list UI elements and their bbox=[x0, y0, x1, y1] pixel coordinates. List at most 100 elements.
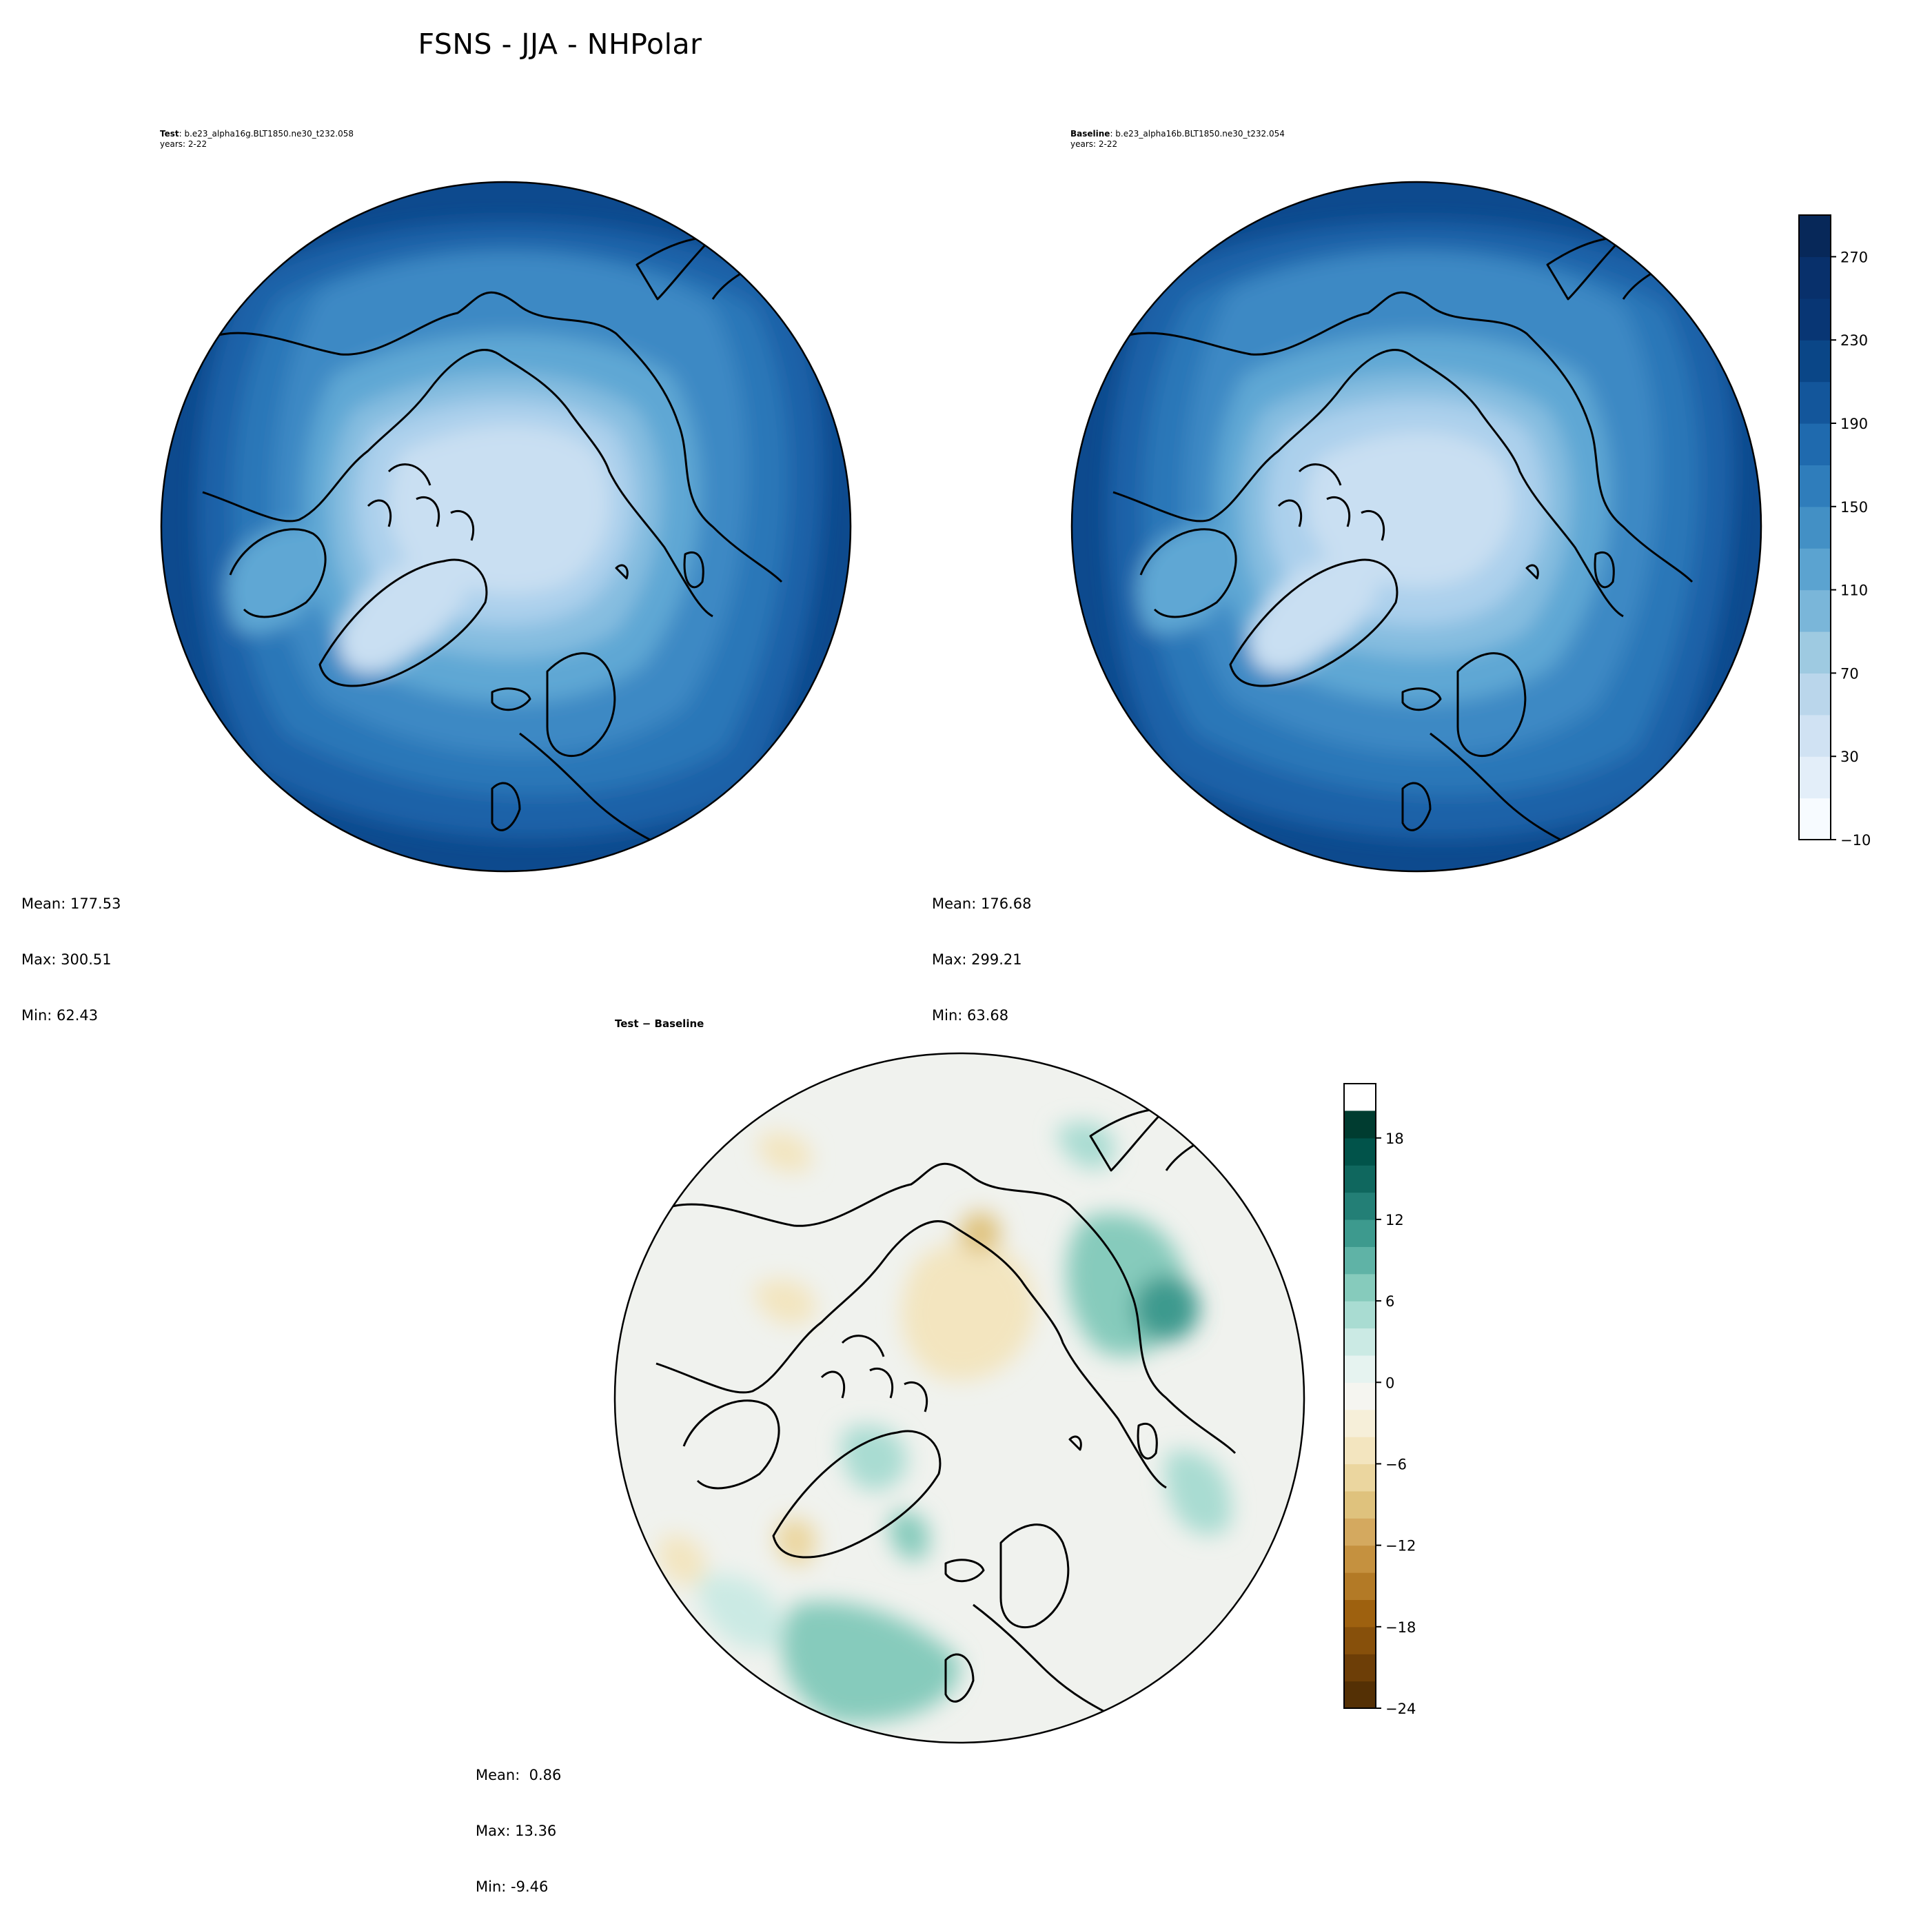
diff-coast-hudson-bay bbox=[682, 1399, 780, 1490]
diff-field-base bbox=[615, 1053, 1304, 1743]
diff-stats: Mean: 0.86 Max: 13.36 Min: -9.46 bbox=[476, 1729, 561, 1915]
test-map-boundary bbox=[160, 181, 852, 873]
baseline-header: Baseline: b.e23_alpha16b.BLT1850.ne30_t2… bbox=[1070, 129, 1285, 150]
diff-colorbar-segment bbox=[1344, 1273, 1376, 1301]
diff-colorbar-segment bbox=[1344, 1463, 1376, 1492]
diff-colorbar-segment bbox=[1344, 1409, 1376, 1437]
diff-field-negative-peak bbox=[959, 1212, 1001, 1253]
diff-colorbar-tick-label: −12 bbox=[1385, 1538, 1416, 1554]
test-field-greenland bbox=[339, 557, 467, 673]
test-coast-hudson-bay bbox=[229, 528, 327, 618]
main-colorbar-segment bbox=[1799, 714, 1831, 757]
baseline-coast-eurasia-north bbox=[1112, 291, 1694, 583]
diff-coast-svalbard bbox=[1068, 1435, 1082, 1451]
diff-field-negative-1 bbox=[902, 1240, 1035, 1381]
diff-field-negative-5 bbox=[758, 1132, 812, 1173]
diff-coast-novaya-zemlya bbox=[1137, 1423, 1158, 1460]
test-coast-greenland bbox=[318, 558, 488, 687]
diff-colorbar-segment bbox=[1344, 1490, 1376, 1519]
main-colorbar-segment bbox=[1799, 631, 1831, 673]
baseline-stat-min: Min: 63.68 bbox=[932, 1007, 1009, 1024]
diff-colorbar: −24 −18 −12 −6 0 6 12 18 bbox=[1343, 1083, 1416, 1717]
main-colorbar-tick-label: 270 bbox=[1840, 249, 1868, 265]
test-stats: Mean: 177.53 Max: 300.51 Min: 62.43 bbox=[21, 858, 121, 1044]
baseline-coast-svalbard bbox=[1525, 564, 1539, 580]
main-colorbar-segment bbox=[1799, 589, 1831, 632]
main-colorbar-segment bbox=[1799, 506, 1831, 549]
test-coast-north-america bbox=[202, 349, 713, 618]
diff-coast-scandinavia bbox=[999, 1523, 1070, 1629]
diff-coast-europe bbox=[973, 1603, 1126, 1723]
diff-title: Test − Baseline bbox=[615, 1017, 704, 1030]
diff-stat-mean: Mean: 0.86 bbox=[476, 1767, 562, 1783]
test-label: Test bbox=[160, 129, 179, 139]
baseline-stat-max: Max: 299.21 bbox=[932, 951, 1022, 968]
main-colorbar-segment bbox=[1799, 423, 1831, 465]
diff-colorbar-tick-label: −18 bbox=[1385, 1619, 1416, 1636]
diff-colorbar-segment bbox=[1344, 1192, 1376, 1220]
diff-field-positive-4 bbox=[698, 1574, 783, 1650]
diff-colorbar-segment bbox=[1344, 1654, 1376, 1682]
main-colorbar-tick-label: 30 bbox=[1840, 749, 1859, 765]
baseline-case-name: : b.e23_alpha16b.BLT1850.ne30_t232.054 bbox=[1110, 129, 1285, 139]
diff-colorbar-segment bbox=[1344, 1382, 1376, 1410]
test-case-name: : b.e23_alpha16g.BLT1850.ne30_t232.058 bbox=[179, 129, 354, 139]
diff-coast-greenland bbox=[772, 1430, 942, 1559]
main-colorbar-tick-label: 70 bbox=[1840, 665, 1859, 682]
main-colorbar-segment bbox=[1799, 381, 1831, 424]
main-colorbar-segment bbox=[1799, 340, 1831, 383]
baseline-field-band-7 bbox=[1305, 432, 1514, 587]
diff-field-positive-7 bbox=[889, 1511, 930, 1561]
diff-colorbar-segment bbox=[1344, 1328, 1376, 1356]
diff-colorbar-segment bbox=[1344, 1626, 1376, 1654]
diff-field-positive-5 bbox=[841, 1425, 907, 1491]
test-field-hudson bbox=[227, 525, 334, 634]
diff-colorbar-segment bbox=[1344, 1165, 1376, 1193]
main-colorbar-segment bbox=[1799, 798, 1831, 840]
diff-colorbar-frame bbox=[1343, 1083, 1376, 1709]
baseline-map-boundary bbox=[1070, 181, 1762, 873]
diff-coast-eurasia-north bbox=[655, 1162, 1237, 1455]
baseline-stat-mean: Mean: 176.68 bbox=[932, 895, 1032, 912]
main-colorbar-segment bbox=[1799, 298, 1831, 341]
test-coast-svalbard bbox=[615, 564, 629, 580]
diff-colorbar-segment bbox=[1344, 1219, 1376, 1247]
diff-colorbar-segment bbox=[1344, 1599, 1376, 1628]
diff-coast-archipelago bbox=[820, 1335, 928, 1412]
main-colorbar-tick-label: 150 bbox=[1840, 499, 1868, 516]
baseline-coast-hudson-bay bbox=[1139, 528, 1237, 618]
test-stat-max: Max: 300.51 bbox=[21, 951, 112, 968]
main-colorbar-segment bbox=[1799, 673, 1831, 716]
test-years: years: 2-22 bbox=[160, 139, 207, 149]
diff-coast-iceland bbox=[944, 1559, 985, 1583]
diff-stat-max: Max: 13.36 bbox=[476, 1823, 557, 1839]
test-coast-scandinavia bbox=[546, 652, 616, 758]
baseline-coast-north-america bbox=[1112, 349, 1624, 618]
diff-field-positive-peak bbox=[1133, 1275, 1199, 1341]
diff-polar-map bbox=[613, 1052, 1305, 1744]
diff-colorbar-segment bbox=[1344, 1355, 1376, 1383]
baseline-field-hudson bbox=[1137, 525, 1244, 634]
baseline-coast-britain bbox=[1401, 782, 1432, 831]
main-colorbar-tick-label: 190 bbox=[1840, 416, 1868, 432]
diff-field-positive-6 bbox=[1165, 1450, 1232, 1535]
diff-colorbar-segment bbox=[1344, 1301, 1376, 1329]
figure-title: FSNS - JJA - NHPolar bbox=[418, 28, 702, 61]
main-colorbar-segment bbox=[1799, 215, 1831, 257]
test-coast-europe bbox=[519, 732, 672, 852]
diff-map-boundary bbox=[613, 1052, 1305, 1744]
baseline-years: years: 2-22 bbox=[1070, 139, 1118, 149]
diff-colorbar-segment bbox=[1344, 1137, 1376, 1166]
diff-coast-britain bbox=[944, 1653, 975, 1703]
baseline-coast-scandinavia bbox=[1456, 652, 1527, 758]
diff-field-negative-3 bbox=[658, 1534, 706, 1585]
baseline-coast-greenland bbox=[1229, 558, 1399, 687]
baseline-coast-archipelago bbox=[1277, 463, 1385, 541]
diff-field-positive-3 bbox=[782, 1601, 960, 1723]
test-header: Test: b.e23_alpha16g.BLT1850.ne30_t232.0… bbox=[160, 129, 354, 150]
main-colorbar-tick-label: −10 bbox=[1840, 832, 1871, 849]
diff-colorbar-segment bbox=[1344, 1518, 1376, 1546]
diff-colorbar-tick-label: 0 bbox=[1385, 1375, 1394, 1391]
diff-colorbar-tick-label: 18 bbox=[1385, 1131, 1404, 1147]
diff-field-negative-2 bbox=[753, 1279, 816, 1326]
